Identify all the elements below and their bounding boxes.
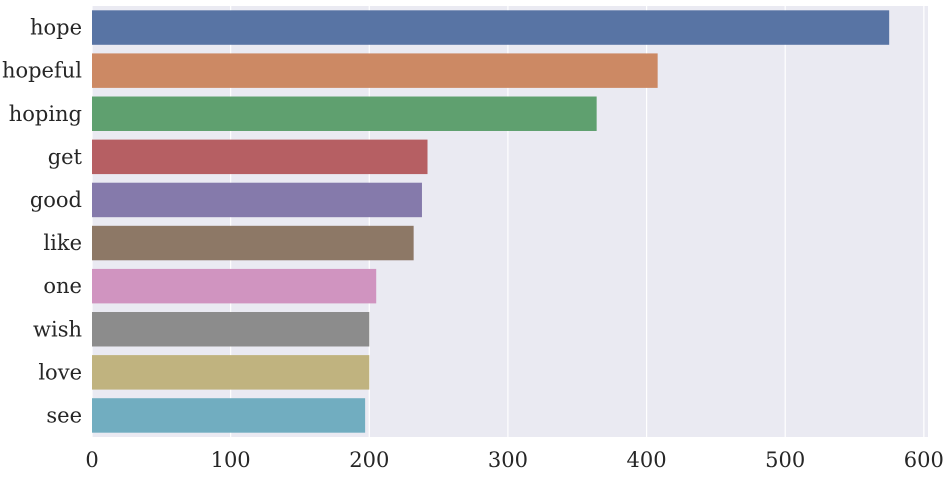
category-label-hopeful: hopeful [2, 59, 82, 83]
bar-wish [92, 312, 370, 347]
x-tick-label-400: 400 [627, 448, 667, 472]
bar-see [92, 398, 366, 433]
category-label-love: love [38, 360, 82, 384]
x-tick-label-500: 500 [765, 448, 805, 472]
x-tick-labels: 0 100 200 300 400 500 600 [85, 448, 944, 472]
x-tick-label-300: 300 [488, 448, 528, 472]
category-label-hope: hope [30, 16, 82, 40]
bar-hope [92, 10, 890, 45]
category-label-one: one [43, 274, 82, 298]
category-label-good: good [30, 188, 82, 212]
bar-one [92, 268, 377, 304]
x-tick-label-600: 600 [904, 448, 944, 472]
x-tick-label-200: 200 [349, 448, 389, 472]
x-tick-label-0: 0 [85, 448, 98, 472]
category-label-wish: wish [33, 317, 82, 341]
bar-get [92, 139, 428, 175]
category-label-like: like [43, 231, 82, 255]
category-label-get: get [48, 145, 83, 169]
bar-love [92, 355, 370, 390]
category-labels: hope hopeful hoping get good like one wish love s… [2, 16, 83, 428]
bar-hoping [92, 96, 597, 131]
bar-hopeful [92, 53, 658, 88]
x-tick-label-100: 100 [211, 448, 251, 472]
bar-good [92, 182, 422, 218]
bars [92, 10, 890, 433]
bar-like [92, 225, 414, 261]
category-label-see: see [46, 403, 82, 427]
category-label-hoping: hoping [9, 102, 82, 126]
